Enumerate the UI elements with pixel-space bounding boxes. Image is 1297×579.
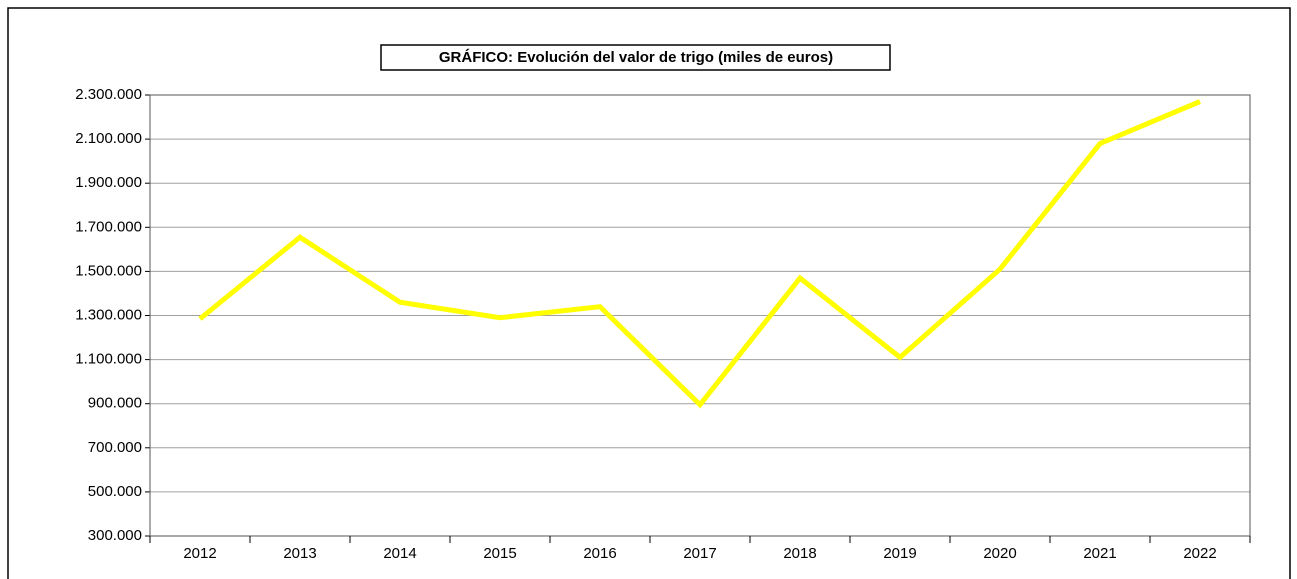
x-tick-label: 2016 bbox=[583, 545, 616, 562]
x-tick-label: 2019 bbox=[883, 545, 916, 562]
x-tick-label: 2022 bbox=[1183, 545, 1216, 562]
data-line bbox=[198, 99, 1201, 409]
x-tick-label: 2020 bbox=[983, 545, 1016, 562]
x-tick-label: 2018 bbox=[783, 545, 816, 562]
y-tick-label: 1.900.000 bbox=[75, 174, 142, 191]
y-tick-label: 1.700.000 bbox=[75, 218, 142, 235]
y-tick-label: 700.000 bbox=[88, 439, 142, 456]
y-tick-label: 1.500.000 bbox=[75, 262, 142, 279]
x-tick-label: 2012 bbox=[183, 545, 216, 562]
x-tick-label: 2013 bbox=[283, 545, 316, 562]
y-tick-label: 2.100.000 bbox=[75, 130, 142, 147]
y-tick-label: 500.000 bbox=[88, 483, 142, 500]
x-tick-label: 2015 bbox=[483, 545, 516, 562]
x-tick-label: 2014 bbox=[383, 545, 416, 562]
chart-frame bbox=[7, 7, 1291, 579]
x-tick-label: 2021 bbox=[1083, 545, 1116, 562]
chart-title: GRÁFICO: Evolución del valor de trigo (m… bbox=[439, 49, 833, 66]
x-tick-label: 2017 bbox=[683, 545, 716, 562]
title-box bbox=[380, 44, 891, 71]
y-tick-label: 300.000 bbox=[88, 527, 142, 544]
y-tick-label: 1.300.000 bbox=[75, 306, 142, 323]
y-tick-label: 2.300.000 bbox=[75, 86, 142, 103]
y-tick-label: 900.000 bbox=[88, 395, 142, 412]
plot-border bbox=[149, 94, 1251, 537]
y-tick-label: 1.100.000 bbox=[75, 351, 142, 368]
